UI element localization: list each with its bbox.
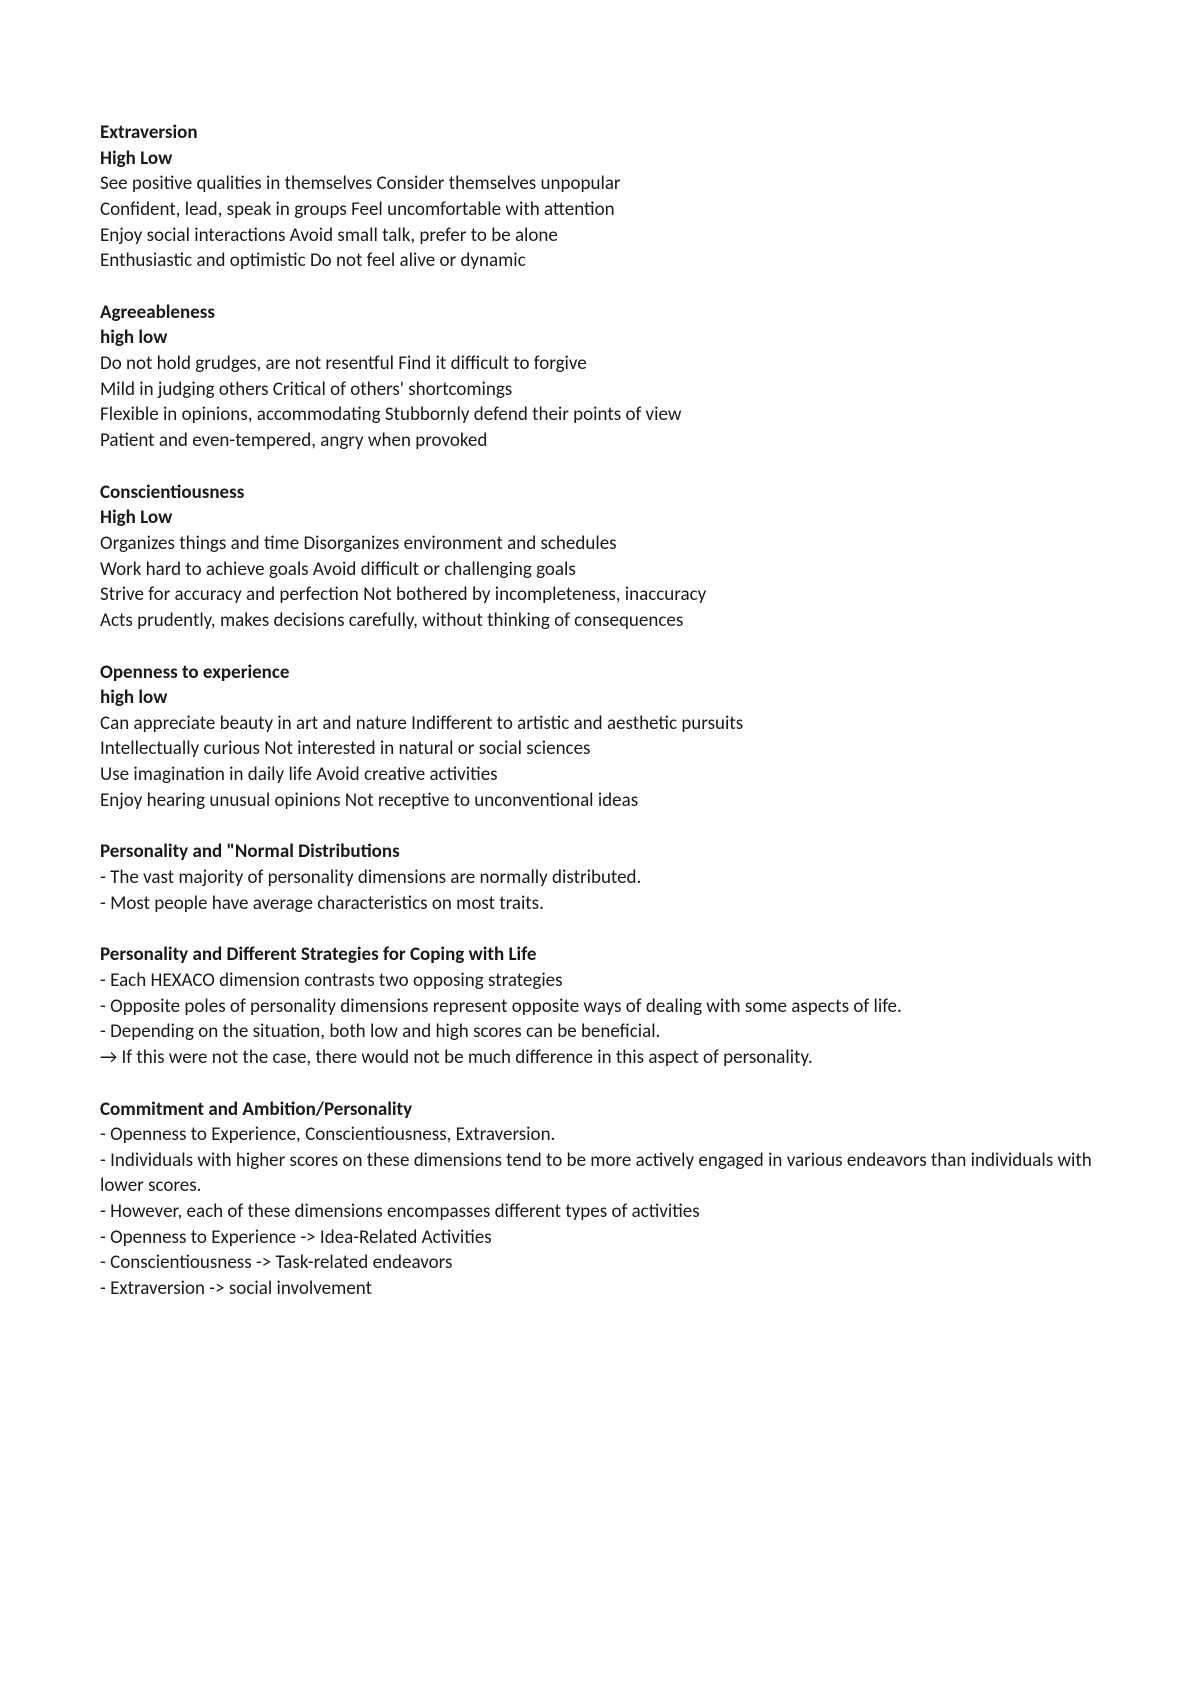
body-line: Confident, lead, speak in groups Feel un…: [100, 197, 1100, 223]
body-line: Do not hold grudges, are not resentful F…: [100, 351, 1100, 377]
body-line: - Conscientiousness -> Task-related ende…: [100, 1250, 1100, 1276]
body-line: Enjoy hearing unusual opinions Not recep…: [100, 788, 1100, 814]
body-line: Enjoy social interactions Avoid small ta…: [100, 223, 1100, 249]
section-coping-strategies: Personality and Different Strategies for…: [100, 942, 1100, 1070]
body-line: - Extraversion -> social involvement: [100, 1276, 1100, 1302]
document-page: Extraversion High Low See positive quali…: [0, 0, 1200, 1408]
section-subheading: High Low: [100, 146, 1100, 172]
body-line: Patient and even-tempered, angry when pr…: [100, 428, 1100, 454]
body-line: - Opposite poles of personality dimensio…: [100, 994, 1100, 1020]
body-line: Can appreciate beauty in art and nature …: [100, 711, 1100, 737]
body-line: - However, each of these dimensions enco…: [100, 1199, 1100, 1225]
body-line: → If this were not the case, there would…: [100, 1045, 1100, 1071]
body-line: Acts prudently, makes decisions carefull…: [100, 608, 1100, 634]
body-line: See positive qualities in themselves Con…: [100, 171, 1100, 197]
body-line: Organizes things and time Disorganizes e…: [100, 531, 1100, 557]
section-agreeableness: Agreeableness high low Do not hold grudg…: [100, 300, 1100, 454]
body-line: Strive for accuracy and perfection Not b…: [100, 582, 1100, 608]
section-heading: Conscientiousness: [100, 480, 1100, 506]
section-subheading: high low: [100, 325, 1100, 351]
section-conscientiousness: Conscientiousness High Low Organizes thi…: [100, 480, 1100, 634]
section-subheading: High Low: [100, 505, 1100, 531]
section-heading: Personality and Different Strategies for…: [100, 942, 1100, 968]
section-heading: Commitment and Ambition/Personality: [100, 1097, 1100, 1123]
body-line: - Most people have average characteristi…: [100, 891, 1100, 917]
section-heading: Agreeableness: [100, 300, 1100, 326]
section-commitment-ambition: Commitment and Ambition/Personality - Op…: [100, 1097, 1100, 1302]
body-line: Work hard to achieve goals Avoid difficu…: [100, 557, 1100, 583]
body-line: Flexible in opinions, accommodating Stub…: [100, 402, 1100, 428]
body-line: - Each HEXACO dimension contrasts two op…: [100, 968, 1100, 994]
body-line: Use imagination in daily life Avoid crea…: [100, 762, 1100, 788]
section-heading: Personality and "Normal Distributions: [100, 839, 1100, 865]
body-line: - Depending on the situation, both low a…: [100, 1019, 1100, 1045]
body-line: - The vast majority of personality dimen…: [100, 865, 1100, 891]
body-line: - Openness to Experience -> Idea-Related…: [100, 1225, 1100, 1251]
body-line: Enthusiastic and optimistic Do not feel …: [100, 248, 1100, 274]
section-openness: Openness to experience high low Can appr…: [100, 660, 1100, 814]
body-line: - Openness to Experience, Conscientiousn…: [100, 1122, 1100, 1148]
body-line: - Individuals with higher scores on thes…: [100, 1148, 1100, 1199]
section-extraversion: Extraversion High Low See positive quali…: [100, 120, 1100, 274]
section-normal-distributions: Personality and "Normal Distributions - …: [100, 839, 1100, 916]
section-subheading: high low: [100, 685, 1100, 711]
body-line: Intellectually curious Not interested in…: [100, 736, 1100, 762]
section-heading: Openness to experience: [100, 660, 1100, 686]
section-heading: Extraversion: [100, 120, 1100, 146]
body-line: Mild in judging others Critical of other…: [100, 377, 1100, 403]
